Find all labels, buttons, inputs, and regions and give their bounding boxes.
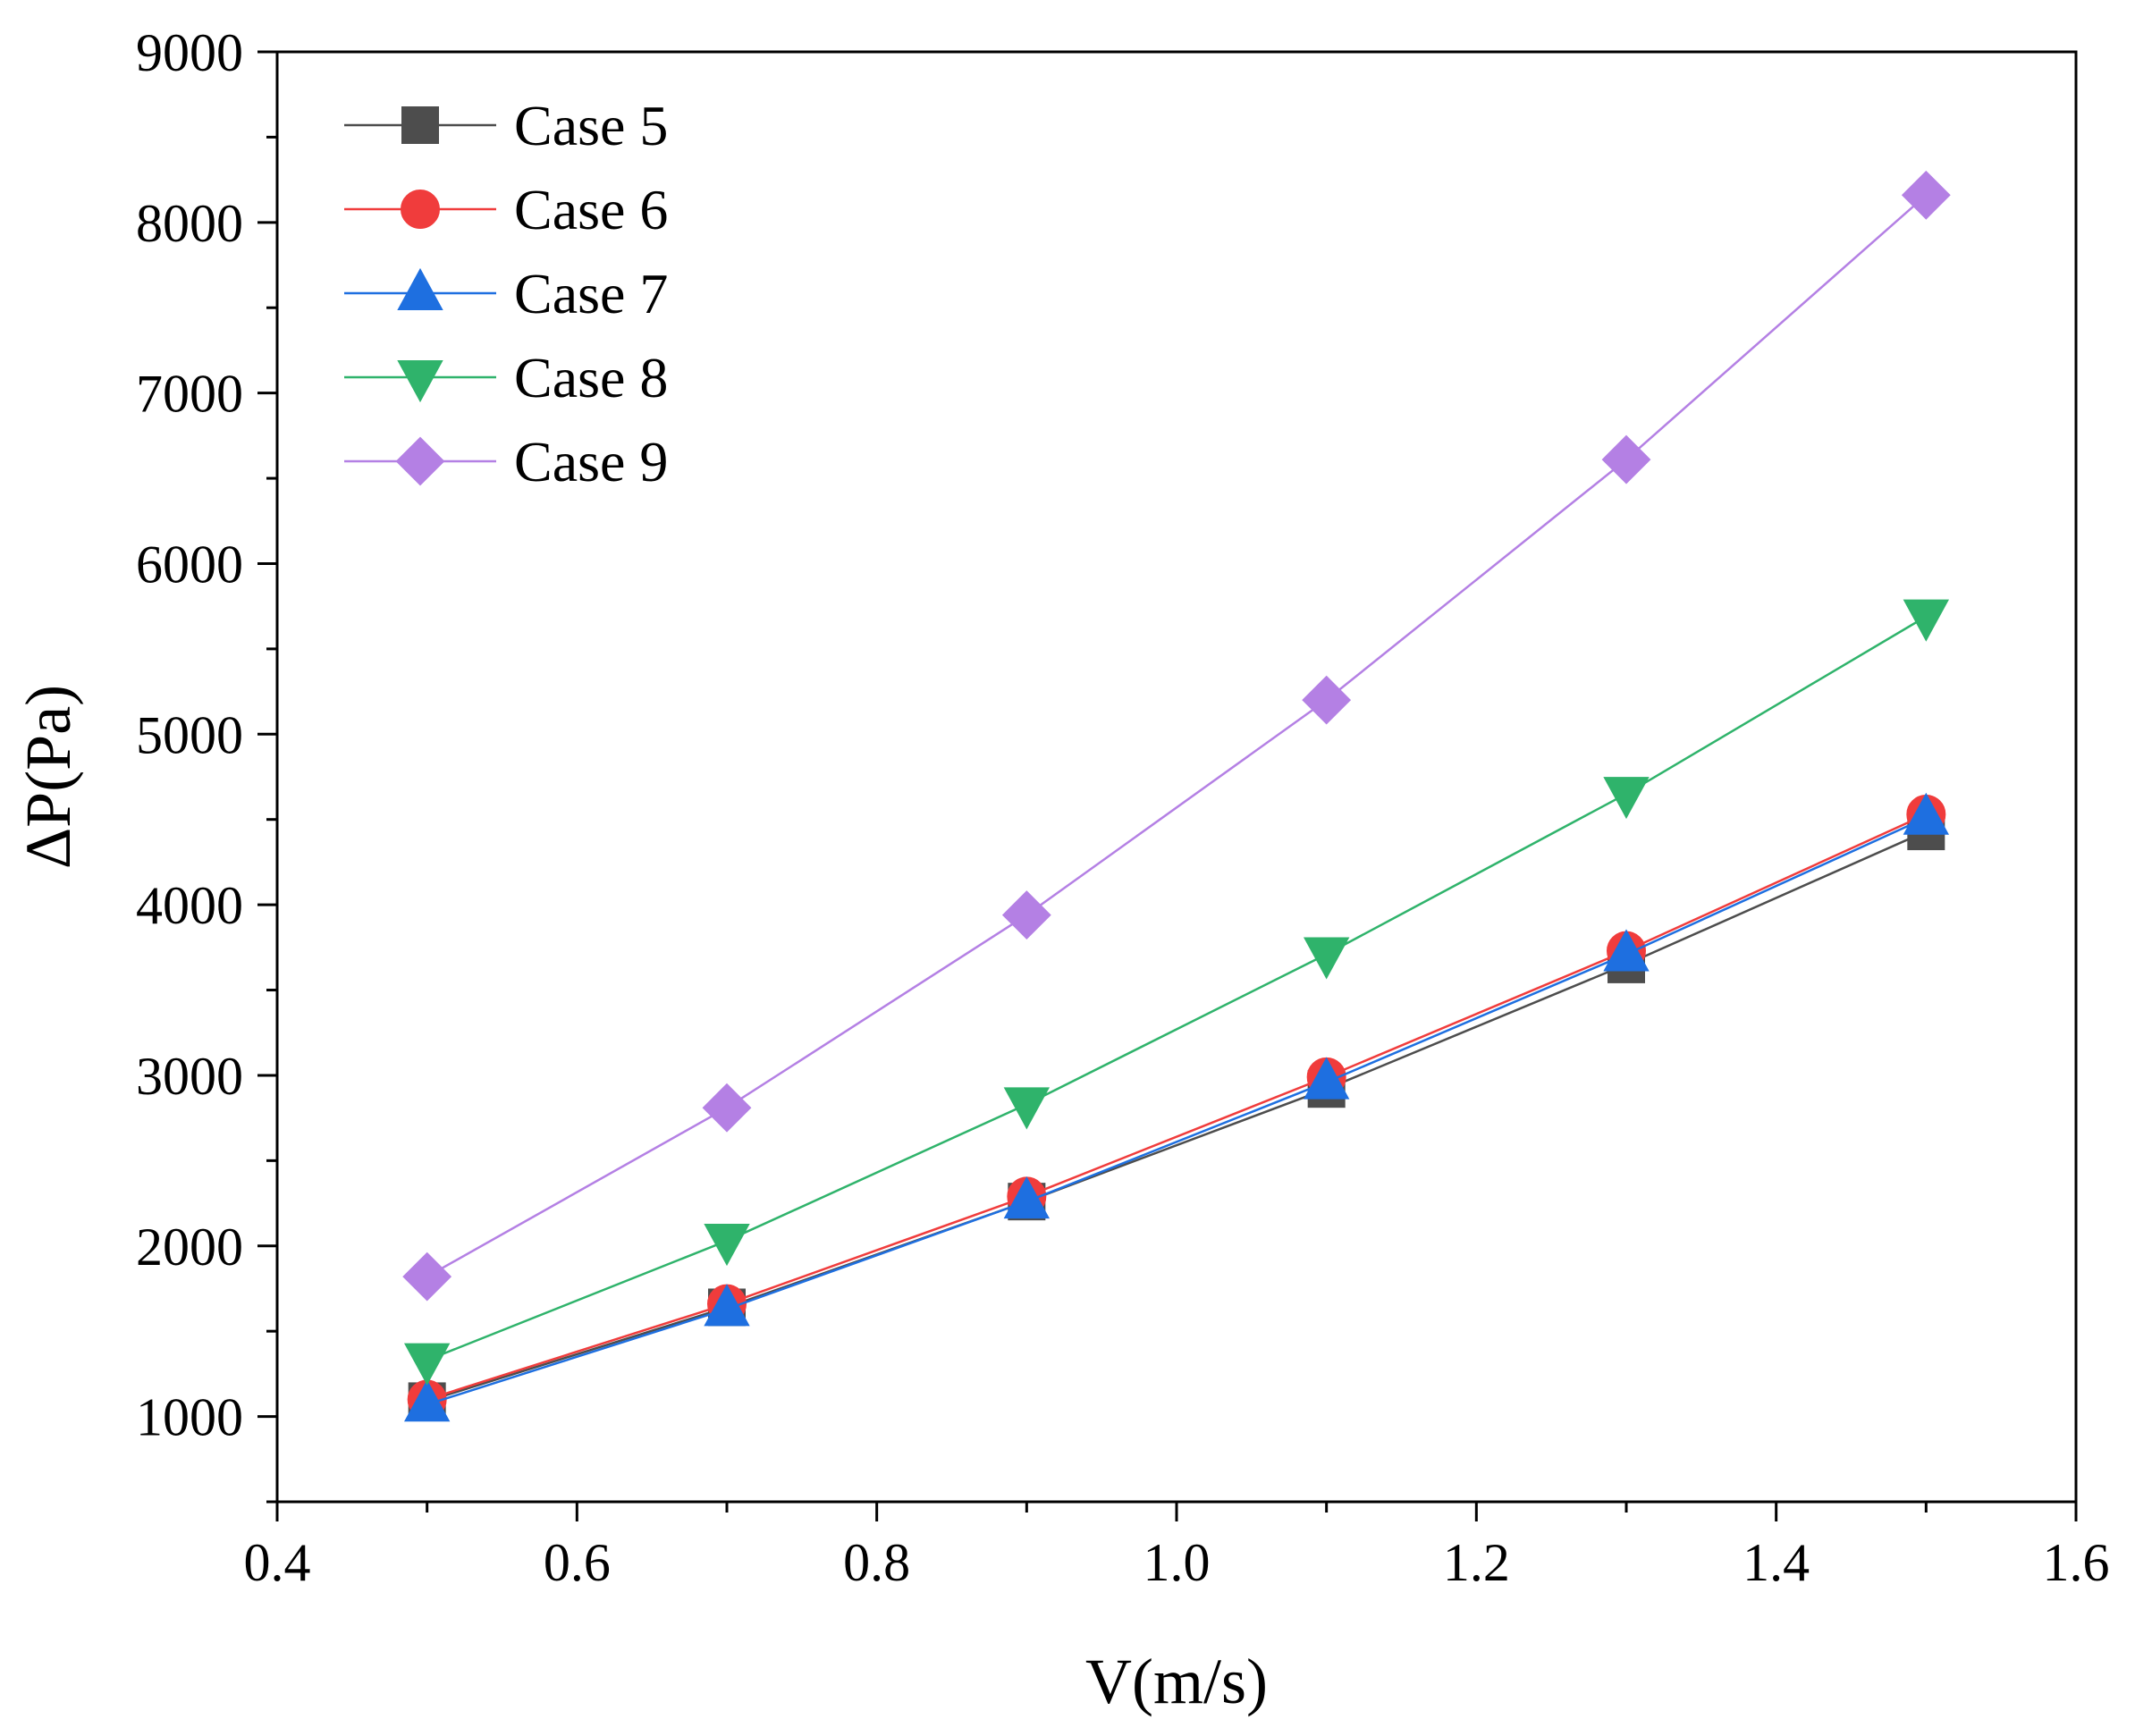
data-point [1303, 1057, 1350, 1100]
legend-label: Case 9 [514, 430, 668, 493]
series-case-8 [403, 599, 1950, 1386]
y-tick-label: 1000 [136, 1388, 243, 1447]
x-tick-label: 1.4 [1743, 1533, 1810, 1592]
legend-marker [401, 190, 440, 229]
legend-label: Case 6 [514, 178, 668, 241]
x-tick-label: 1.6 [2043, 1533, 2110, 1592]
data-point [1903, 792, 1950, 835]
y-tick-label: 7000 [136, 365, 243, 424]
data-point [704, 1284, 750, 1327]
y-tick-label: 5000 [136, 705, 243, 764]
legend-marker [401, 106, 439, 144]
legend-item: Case 7 [344, 262, 668, 325]
legend-marker [397, 267, 443, 310]
series-line [426, 830, 1927, 1403]
y-axis-title: ΔP(Pa) [13, 685, 84, 869]
x-axis-title: V(m/s) [1085, 1646, 1268, 1717]
legend-item: Case 5 [344, 94, 668, 157]
legend-item: Case 9 [344, 430, 668, 493]
legend-item: Case 6 [344, 178, 668, 241]
data-point [1302, 675, 1352, 725]
legend-marker [397, 360, 443, 403]
data-point [1603, 777, 1650, 820]
legend-label: Case 8 [514, 346, 668, 409]
y-tick-label: 2000 [136, 1218, 243, 1277]
series-line [426, 615, 1927, 1361]
data-point [704, 1224, 750, 1267]
y-tick-label: 4000 [136, 876, 243, 935]
series-line [426, 813, 1927, 1401]
legend-label: Case 5 [514, 94, 668, 157]
x-tick-label: 0.8 [843, 1533, 910, 1592]
series-line [426, 816, 1927, 1406]
series-case-9 [402, 170, 1951, 1302]
legend-marker [395, 436, 445, 486]
legend: Case 5 Case 6 Case 7 Case 8 Case 9 [344, 94, 668, 493]
x-tick-label: 1.2 [1443, 1533, 1510, 1592]
legend-item: Case 8 [344, 346, 668, 409]
data-point [1601, 434, 1651, 485]
x-tick-label: 0.4 [244, 1533, 311, 1592]
series-layer [402, 170, 1951, 1422]
series-case-5 [408, 813, 1945, 1420]
y-tick-label: 9000 [136, 23, 243, 82]
y-tick-label: 6000 [136, 535, 243, 594]
y-tick-label: 3000 [136, 1047, 243, 1106]
data-point [403, 1343, 451, 1386]
y-tick-label: 8000 [136, 194, 243, 253]
data-point [1901, 170, 1951, 220]
series-line [426, 194, 1928, 1278]
data-point [1303, 937, 1350, 980]
legend-label: Case 7 [514, 262, 668, 325]
data-point [1603, 929, 1650, 972]
x-tick-label: 0.6 [544, 1533, 611, 1592]
data-point [402, 1251, 452, 1302]
data-point [403, 1379, 451, 1422]
data-point [702, 1083, 752, 1133]
x-axis: 0.4 0.6 0.8 1.0 1.2 1.4 1.6 [244, 1502, 2110, 1592]
x-tick-label: 1.0 [1143, 1533, 1211, 1592]
data-point [1003, 1176, 1051, 1219]
data-point [1001, 890, 1051, 940]
series-case-6 [407, 794, 1946, 1420]
series-case-7 [403, 792, 1950, 1422]
data-point [1903, 599, 1950, 642]
data-point [1003, 1087, 1051, 1130]
y-axis: 1000 2000 3000 4000 5000 6000 7000 8000 9000 [136, 23, 277, 1504]
